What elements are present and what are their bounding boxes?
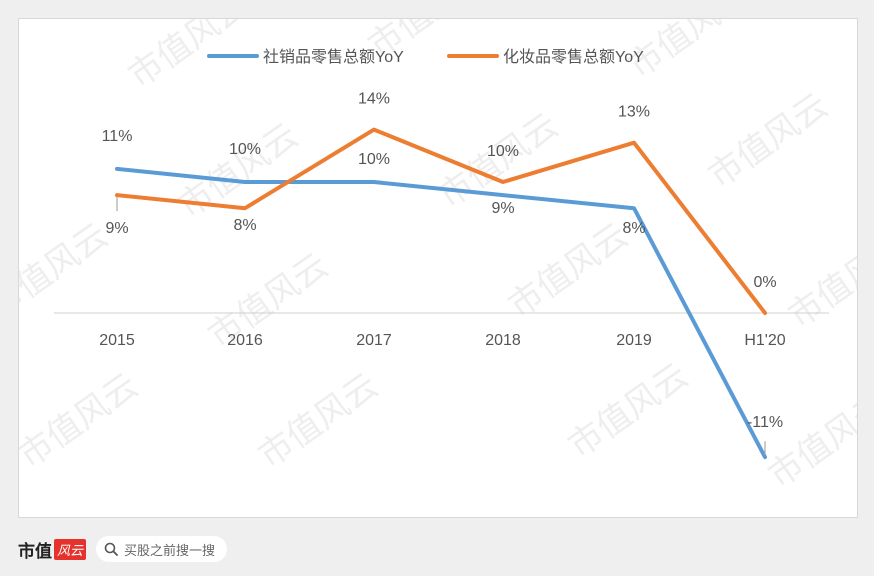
data-label: 8% [233,217,256,234]
brand-mark: 风云 [54,538,87,560]
data-label: 13% [618,104,650,121]
chart-legend: 社销品零售总额YoY 化妆品零售总额YoY [207,48,644,66]
data-label: 0% [753,274,776,291]
series-line [115,127,767,315]
watermark-text: 市值风云 [761,386,857,497]
x-tick-label: 2017 [356,332,392,349]
series-line [115,166,767,460]
legend-label: 社销品零售总额YoY [263,48,404,66]
x-tick-label: 2016 [227,332,263,349]
x-tick-label: H1'20 [744,332,785,349]
x-tick-label: 2018 [485,332,521,349]
watermark-text: 市值风云 [19,366,146,477]
chart-card: 市值风云 市值风云 市值风云 市值风云 市值风云 市值风云 市值风云 市值风云 市值风云 市值风云… [18,18,858,518]
data-label: 10% [487,143,519,160]
search-placeholder: 买股之前搜一搜 [124,542,216,558]
watermark-text: 市值风云 [171,116,305,227]
legend-label: 化妆品零售总额YoY [503,48,644,66]
data-label: -11% [747,414,783,431]
x-tick-label: 2015 [99,332,135,349]
watermark-text: 市值风云 [201,246,335,357]
watermark-text: 市值风云 [561,356,695,467]
data-label: 8% [622,220,645,237]
search-box[interactable]: 买股之前搜一搜 [96,536,228,562]
search-icon [104,542,118,556]
series-layer [115,127,767,460]
brand-name: 市值 [18,541,52,562]
data-label: 11% [102,128,133,145]
data-label: 9% [491,200,514,217]
data-label-layer: 11% 10% 10% 9% 8% -11% 9% 8% 14% 10% 13% 0% [102,91,784,432]
watermark-text: 市值风云 [251,366,385,477]
data-label: 14% [358,91,390,108]
watermark-text: 市值风云 [781,226,857,337]
data-label: 9% [105,220,128,237]
data-label: 10% [229,141,261,158]
watermark-text: 市值风云 [701,86,835,197]
brand-logo[interactable]: 市值 风云 [18,537,87,562]
watermark-text: 市值风云 [501,216,635,327]
x-tick-label: 2019 [616,332,652,349]
watermark-text: 市值风云 [19,216,116,327]
x-axis: 2015 2016 2017 2018 2019 H1'20 [54,312,829,349]
data-label: 10% [358,151,390,168]
footer-bar: 市值 风云 买股之前搜一搜 [18,532,228,566]
